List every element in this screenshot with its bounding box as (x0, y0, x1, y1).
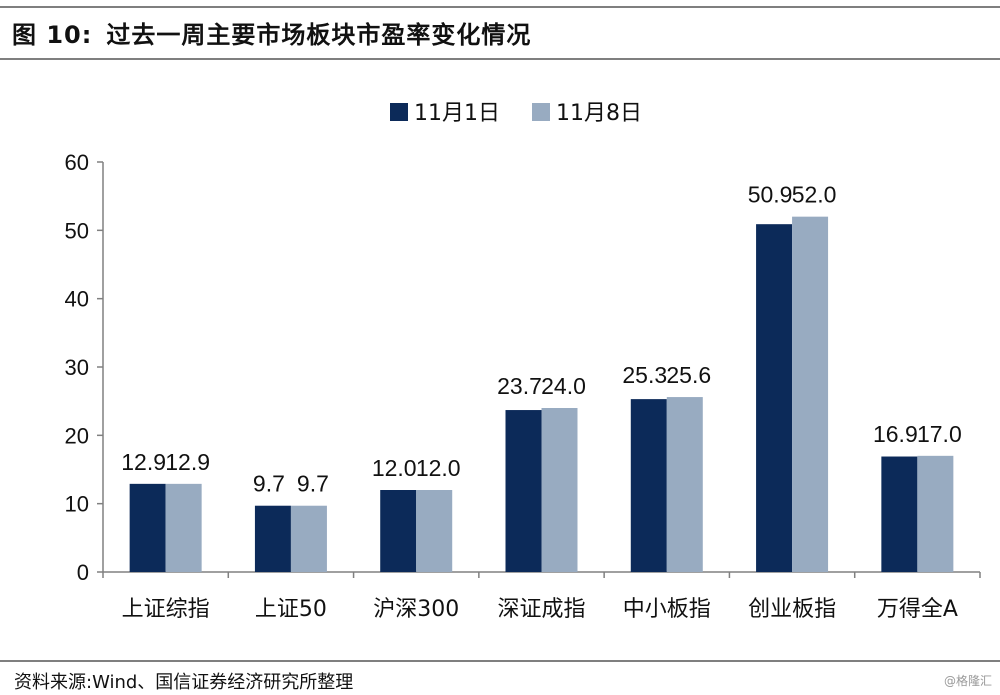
bottom-rule (0, 660, 1000, 662)
data-label: 52.0 (792, 182, 837, 208)
bar (165, 483, 202, 572)
bar (290, 505, 327, 572)
y-tick-label: 30 (65, 355, 89, 380)
y-tick-label: 60 (65, 150, 89, 175)
bar (666, 397, 703, 572)
data-label: 23.7 (497, 373, 542, 399)
figure-footer: 资料来源:Wind、国信证券经济研究所整理 @格隆汇 (0, 660, 1000, 695)
bar (881, 456, 918, 572)
data-label: 24.0 (541, 373, 586, 399)
bar (254, 505, 291, 572)
data-label: 16.9 (873, 421, 918, 447)
y-tick-label: 0 (77, 560, 89, 585)
bar (792, 216, 829, 572)
bar (917, 455, 954, 572)
legend-label: 11月8日 (556, 101, 642, 126)
bar (630, 399, 667, 572)
x-tick-label: 上证50 (255, 597, 327, 622)
bar-chart: 11月1日 11月8日 0 10 20 30 40 50 60 12.9 12.9 上证综指 9.7 9.… (65, 101, 981, 622)
data-label: 9.7 (297, 471, 329, 497)
data-label: 12.0 (372, 455, 417, 481)
bar (129, 483, 166, 572)
legend-swatch (532, 103, 550, 121)
title-rule (0, 58, 1000, 60)
y-tick-label: 50 (65, 218, 89, 243)
x-tick-label: 中小板指 (623, 597, 711, 622)
data-label: 12.0 (416, 455, 461, 481)
y-tick-label: 20 (65, 423, 89, 448)
bar (756, 224, 793, 572)
data-label: 12.9 (121, 449, 166, 475)
bar (380, 490, 417, 572)
data-label: 17.0 (917, 421, 962, 447)
legend-swatch (390, 103, 408, 121)
figure-label: 图 10: (12, 21, 93, 49)
top-rule (0, 6, 1000, 8)
x-tick-label: 万得全A (877, 597, 958, 622)
watermark: @格隆汇 (943, 674, 992, 688)
data-label: 12.9 (165, 449, 210, 475)
data-label: 25.6 (666, 362, 711, 388)
y-tick-label: 40 (65, 287, 89, 312)
data-label: 50.9 (748, 182, 793, 208)
data-label: 25.3 (622, 362, 667, 388)
x-tick-label: 深证成指 (497, 597, 585, 622)
legend-label: 11月1日 (414, 101, 500, 126)
bar (505, 410, 542, 572)
data-label: 9.7 (253, 471, 285, 497)
bar (541, 408, 578, 572)
figure-title: 图 10: 过去一周主要市场板块市盈率变化情况 (12, 15, 531, 50)
x-tick-label: 上证综指 (122, 597, 210, 622)
x-tick-label: 创业板指 (748, 597, 836, 622)
figure-title-text: 过去一周主要市场板块市盈率变化情况 (106, 21, 532, 49)
y-tick-label: 10 (65, 492, 89, 517)
bar (416, 490, 453, 572)
figure-header: 图 10: 过去一周主要市场板块市盈率变化情况 (0, 0, 1000, 62)
x-tick-label: 沪深300 (373, 597, 459, 622)
source-note: 资料来源:Wind、国信证券经济研究所整理 (14, 672, 354, 693)
